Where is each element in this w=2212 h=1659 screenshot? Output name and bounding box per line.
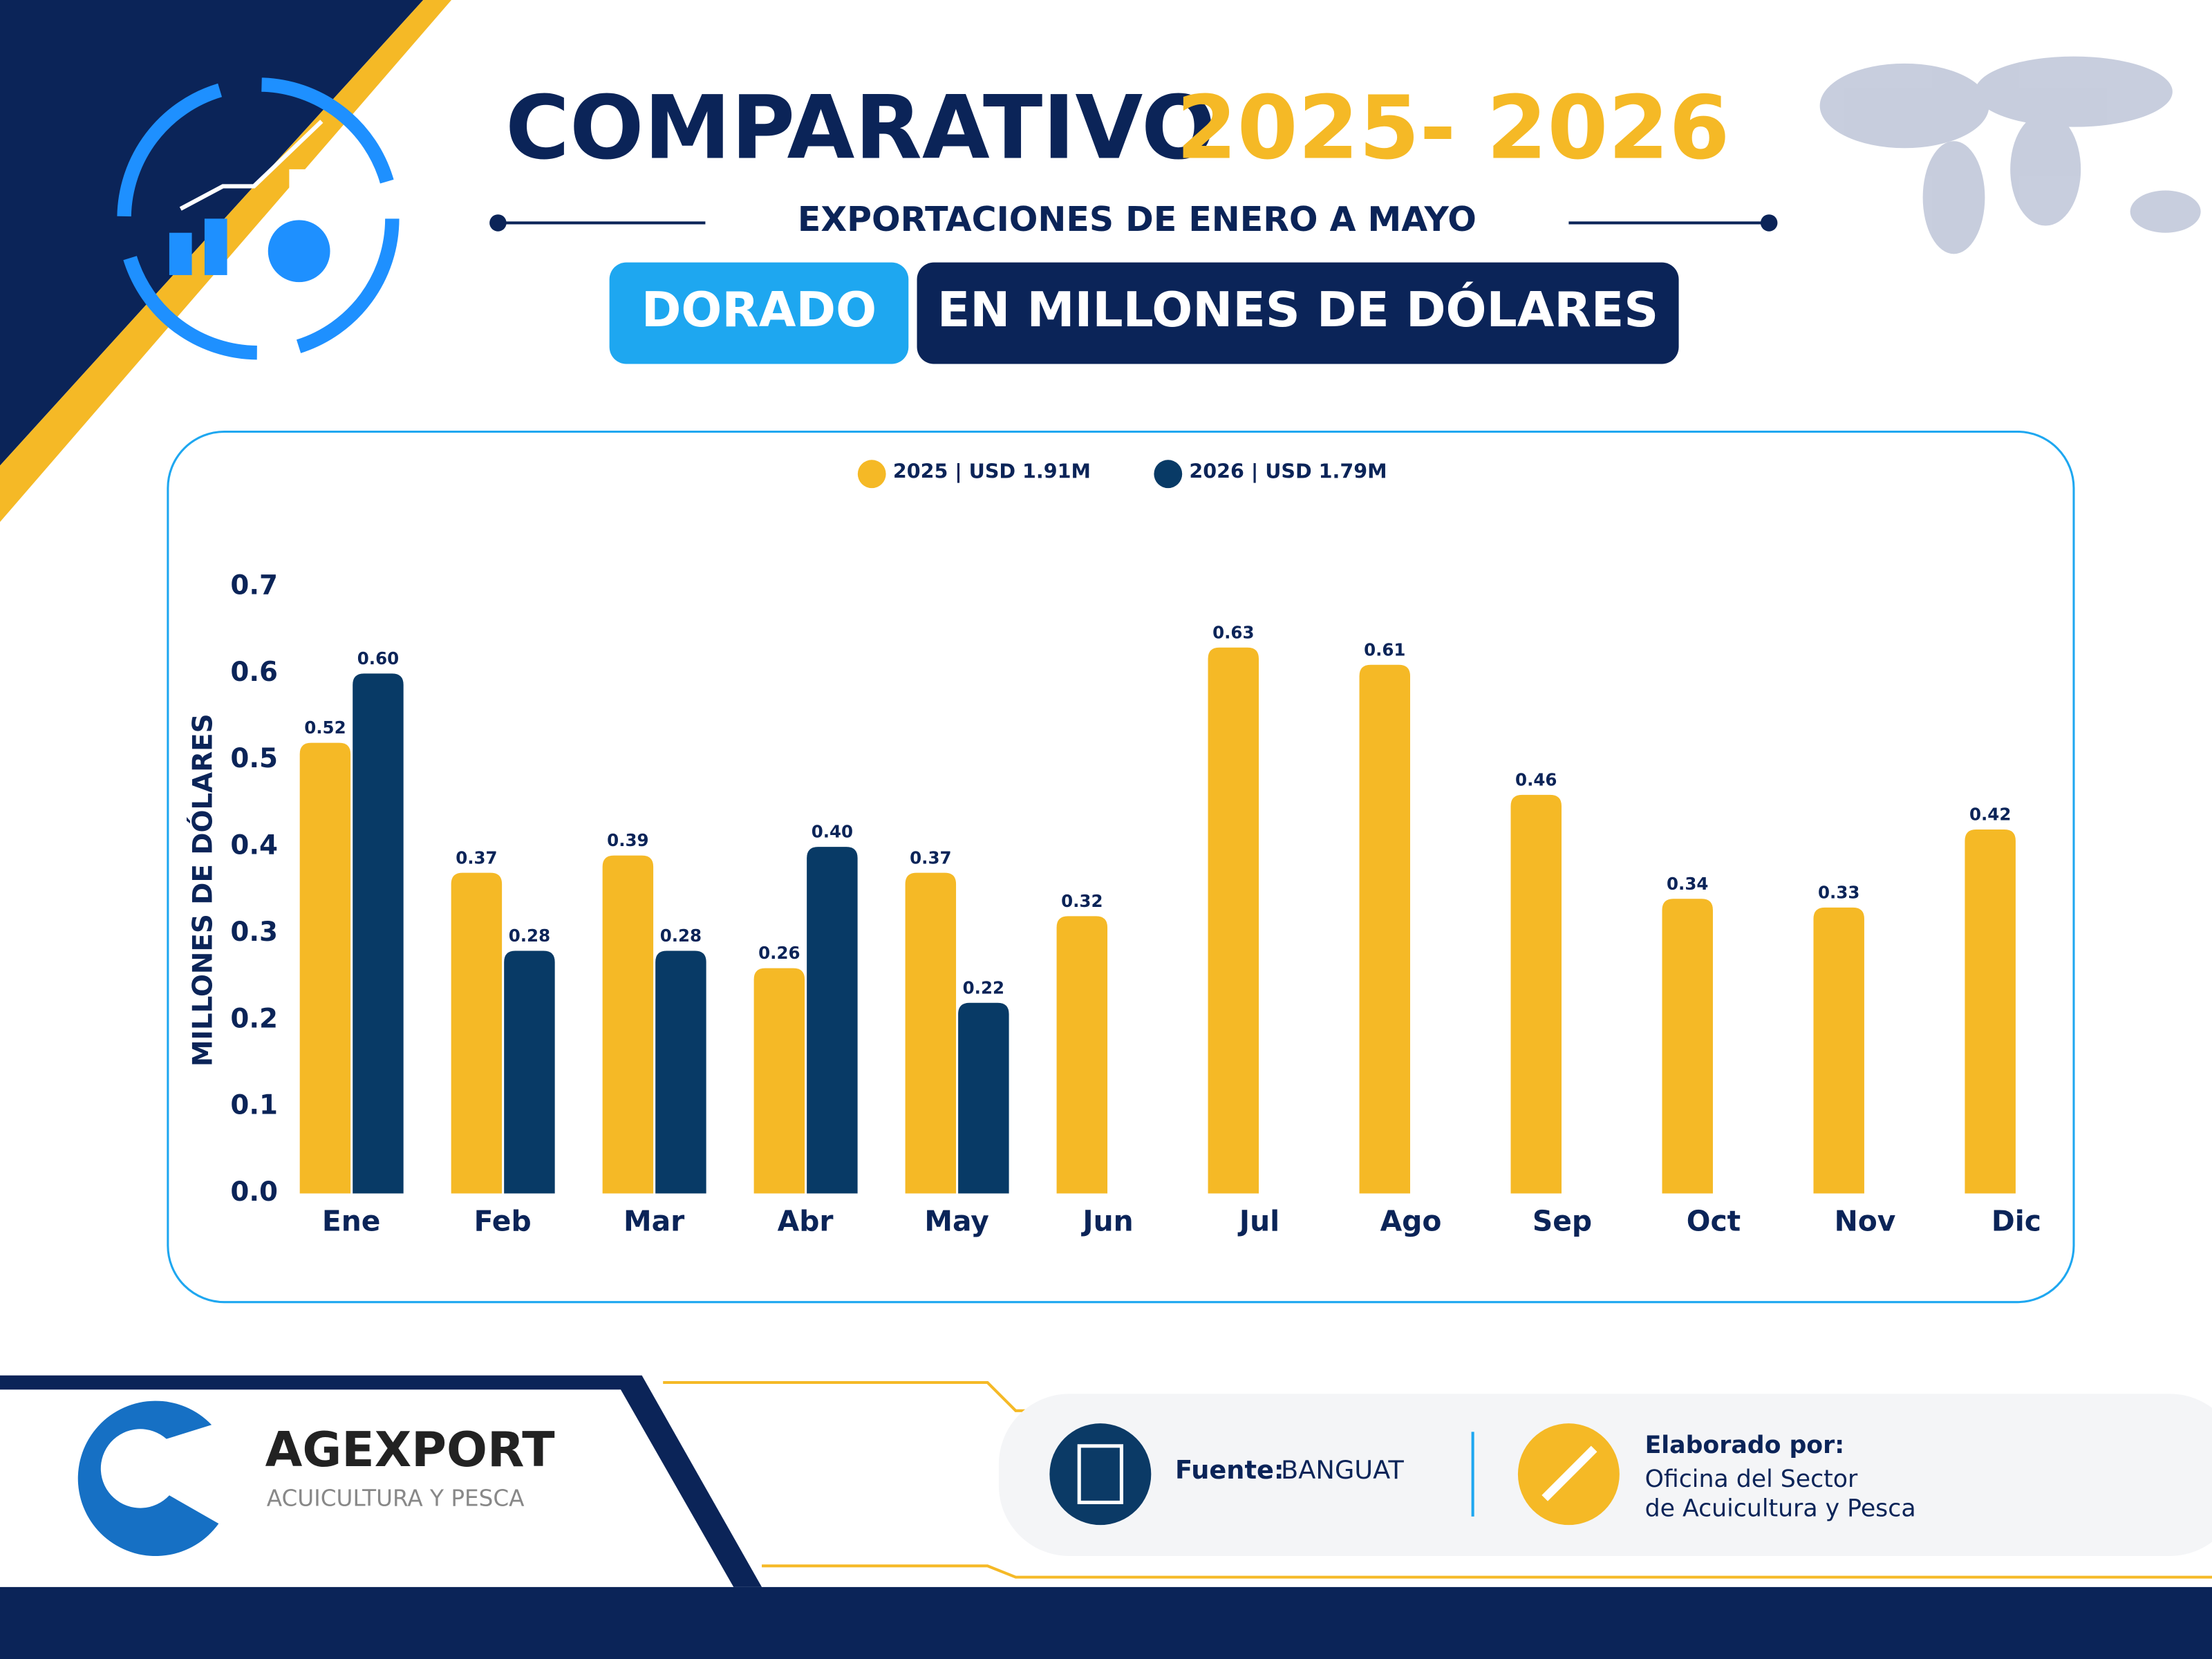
- icon-bar: [204, 218, 227, 275]
- bar: [299, 742, 351, 1194]
- value-label: 0.46: [1515, 769, 1557, 789]
- bar: [1965, 830, 2016, 1194]
- value-label: 0.63: [1212, 622, 1254, 642]
- bar: [1056, 916, 1108, 1194]
- value-label: 0.61: [1364, 639, 1405, 659]
- y-tick-label: 0.7: [230, 570, 278, 601]
- product: DORADO: [641, 283, 877, 338]
- value-label: 0.33: [1818, 882, 1859, 902]
- value-label: 0.34: [1667, 874, 1708, 894]
- x-tick-label: Nov: [1835, 1204, 1896, 1237]
- x-tick-label: Dic: [1991, 1204, 2041, 1237]
- value-label: 0.40: [812, 822, 853, 842]
- value-label: 0.37: [456, 847, 497, 868]
- footer-line: [762, 1564, 2212, 1579]
- legend-swatch: [857, 460, 886, 489]
- x-tick-label: Oct: [1687, 1204, 1741, 1237]
- divider-dot: [489, 214, 507, 232]
- y-tick-label: 0.3: [230, 917, 278, 948]
- divider-dot: [1760, 214, 1778, 232]
- legend-label: 2026 | USD 1.79M: [1189, 460, 1387, 483]
- y-tick-label: 0.6: [230, 657, 278, 688]
- y-tick-label: 0.1: [230, 1090, 278, 1121]
- pencil-icon: [1541, 1445, 1597, 1501]
- value-label: 0.42: [1969, 805, 2011, 825]
- bar: [1208, 647, 1259, 1194]
- value-label: 0.26: [758, 943, 800, 963]
- value-label: 0.37: [910, 847, 951, 868]
- x-tick-label: Jul: [1237, 1204, 1280, 1237]
- unit-badge: [917, 262, 1679, 364]
- value-label: 0.52: [304, 718, 346, 738]
- icon-bar: [169, 232, 192, 275]
- value-label: 0.32: [1061, 891, 1103, 911]
- bar: [1510, 794, 1562, 1194]
- made-by: Oficina del Sector: [1645, 1465, 1858, 1493]
- x-tick-label: Abr: [778, 1204, 834, 1237]
- x-tick-label: Jun: [1080, 1204, 1133, 1237]
- bar: [451, 872, 503, 1194]
- bar: [1662, 899, 1713, 1194]
- value-label: 0.39: [607, 830, 648, 850]
- unit: EN MILLONES DE DÓLARES: [937, 281, 1658, 338]
- x-tick-label: Sep: [1533, 1204, 1592, 1237]
- bar: [353, 673, 404, 1194]
- legend-label: 2025 | USD 1.91M: [893, 460, 1091, 483]
- x-tick-label: Feb: [474, 1204, 532, 1237]
- brand-sub: ACUICULTURA Y PESCA: [267, 1485, 525, 1511]
- bar: [504, 950, 555, 1194]
- bar: [958, 1002, 1009, 1194]
- value-label: 0.22: [963, 977, 1004, 997]
- logo: [77, 1400, 219, 1557]
- bar: [807, 847, 858, 1194]
- value-label: 0.28: [509, 926, 550, 946]
- y-tick-label: 0.5: [230, 743, 278, 774]
- bar: [905, 872, 957, 1194]
- value-label: 0.60: [357, 648, 399, 668]
- brand: AGEXPORT: [265, 1423, 555, 1478]
- x-tick-label: Mar: [624, 1204, 684, 1237]
- source: BANGUAT: [1281, 1455, 1404, 1485]
- doc-icon: [1077, 1444, 1123, 1505]
- x-tick-label: Ago: [1380, 1204, 1442, 1237]
- y-tick-label: 0.2: [230, 1003, 278, 1034]
- value-label: 0.28: [660, 926, 702, 946]
- chart: 0.0 0.1 0.2 0.3 0.4 0.5 0.6 0.7 2025 | USD 1.91M…: [230, 460, 2041, 1238]
- icon-ring: [117, 77, 400, 360]
- bar: [602, 855, 654, 1194]
- world-map: [1819, 56, 2201, 254]
- bar: [1813, 907, 1864, 1194]
- y-tick-label: 0.4: [230, 830, 278, 861]
- x-tick-label: May: [924, 1204, 988, 1237]
- subtitle: EXPORTACIONES DE ENERO A MAYO: [798, 200, 1477, 239]
- title-main: COMPARATIVO: [505, 77, 1215, 179]
- bar: [753, 968, 805, 1194]
- icon-arrow: [179, 120, 324, 211]
- y-axis-label: MILLONES DE DÓLARES: [186, 713, 218, 1067]
- bar: [1359, 664, 1410, 1194]
- source-icon: [1049, 1423, 1152, 1526]
- made-by-label: Elaborado por:: [1645, 1432, 1845, 1459]
- legend-swatch: [1154, 460, 1183, 489]
- product-badge: [609, 262, 909, 364]
- y-tick-label: 0.0: [230, 1177, 278, 1208]
- footer-band: [0, 1586, 2212, 1659]
- icon-coin: [262, 214, 336, 288]
- source-label: Fuente:: [1175, 1455, 1284, 1485]
- x-tick-label: Ene: [322, 1204, 381, 1237]
- made-by: de Acuicultura y Pesca: [1645, 1495, 1916, 1523]
- title-years: 2025- 2026: [1177, 77, 1730, 179]
- bar: [655, 950, 706, 1194]
